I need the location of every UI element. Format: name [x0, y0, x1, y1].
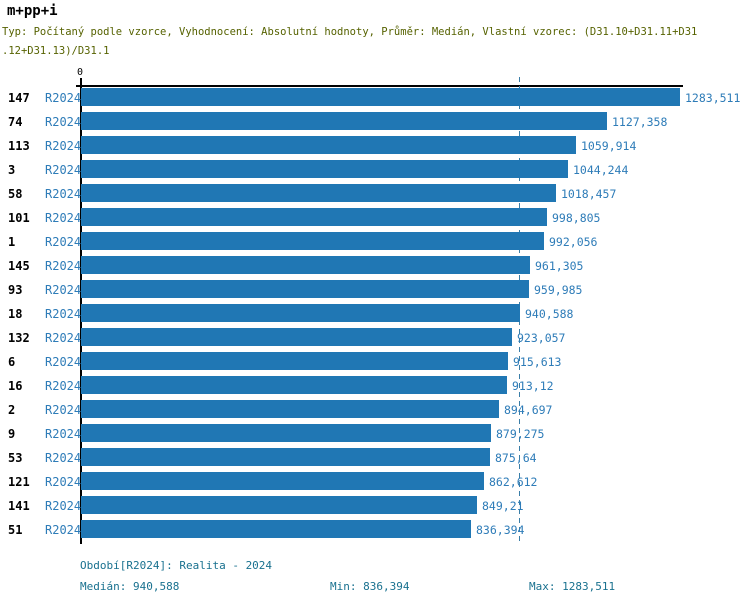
row-period-label: R2024	[45, 355, 82, 369]
row-id-label: 9	[8, 427, 16, 441]
bar	[81, 232, 544, 250]
bar	[81, 328, 512, 346]
axis-zero-tick-label: 0	[76, 67, 84, 78]
row-period-label: R2024	[45, 91, 82, 105]
row-id-label: 132	[8, 331, 30, 345]
x-axis-line	[76, 85, 683, 87]
row-id-label: 74	[8, 115, 23, 129]
bar-value-label: 923,057	[517, 331, 566, 345]
row-id-label: 2	[8, 403, 16, 417]
bar-value-label: 862,612	[489, 475, 538, 489]
row-id-label: 53	[8, 451, 23, 465]
row-id-label: 58	[8, 187, 23, 201]
row-period-label: R2024	[45, 307, 82, 321]
bar	[81, 136, 576, 154]
row-period-label: R2024	[45, 427, 82, 441]
bar-value-label: 849,21	[482, 499, 524, 513]
bar-value-label: 992,056	[549, 235, 598, 249]
row-id-label: 51	[8, 523, 23, 537]
row-period-label: R2024	[45, 379, 82, 393]
bar-value-label: 1283,511	[685, 91, 741, 105]
bar-value-label: 1127,358	[612, 115, 668, 129]
bar-value-label: 879,275	[496, 427, 545, 441]
row-period-label: R2024	[45, 499, 82, 513]
bar	[81, 256, 530, 274]
bar	[81, 352, 508, 370]
row-id-label: 18	[8, 307, 23, 321]
row-id-label: 101	[8, 211, 30, 225]
row-id-label: 141	[8, 499, 30, 513]
chart-subtitle-line-2: .12+D31.13)/D31.1	[2, 45, 110, 57]
bar	[81, 496, 477, 514]
row-period-label: R2024	[45, 259, 82, 273]
bar-value-label: 998,805	[552, 211, 601, 225]
bar-value-label: 961,305	[535, 259, 584, 273]
bar	[81, 448, 490, 466]
row-period-label: R2024	[45, 235, 82, 249]
row-period-label: R2024	[45, 523, 82, 537]
bar	[81, 424, 491, 442]
footer-period-label: Období[R2024]: Realita - 2024	[80, 559, 273, 572]
row-id-label: 113	[8, 139, 30, 153]
bar-value-label: 1059,914	[581, 139, 637, 153]
bar	[81, 208, 547, 226]
row-id-label: 121	[8, 475, 30, 489]
footer-min-label: Min: 836,394	[330, 580, 410, 593]
bar-value-label: 1044,244	[573, 163, 629, 177]
row-id-label: 6	[8, 355, 16, 369]
bar	[81, 400, 499, 418]
bar-value-label: 1018,457	[561, 187, 617, 201]
bar	[81, 472, 484, 490]
bar-value-label: 940,588	[525, 307, 574, 321]
row-period-label: R2024	[45, 403, 82, 417]
row-period-label: R2024	[45, 139, 82, 153]
bar	[81, 112, 607, 130]
row-id-label: 145	[8, 259, 30, 273]
row-period-label: R2024	[45, 475, 82, 489]
bar-value-label: 836,394	[476, 523, 525, 537]
bar	[81, 88, 680, 106]
page-title: m+pp+i	[7, 3, 58, 19]
bar-value-label: 959,985	[534, 283, 583, 297]
row-period-label: R2024	[45, 211, 82, 225]
row-id-label: 1	[8, 235, 16, 249]
bar	[81, 280, 529, 298]
row-id-label: 93	[8, 283, 23, 297]
row-id-label: 147	[8, 91, 30, 105]
bar	[81, 376, 507, 394]
bar	[81, 184, 556, 202]
footer-median-label: Medián: 940,588	[80, 580, 180, 593]
row-period-label: R2024	[45, 331, 82, 345]
bar-value-label: 915,613	[513, 355, 562, 369]
row-period-label: R2024	[45, 283, 82, 297]
bar-value-label: 913,12	[512, 379, 554, 393]
bar	[81, 304, 520, 322]
row-id-label: 3	[8, 163, 16, 177]
row-period-label: R2024	[45, 187, 82, 201]
row-period-label: R2024	[45, 115, 82, 129]
chart-subtitle-line-1: Typ: Počítaný podle vzorce, Vyhodnocení:…	[2, 26, 698, 38]
row-id-label: 16	[8, 379, 23, 393]
bar	[81, 520, 471, 538]
row-period-label: R2024	[45, 163, 82, 177]
bar-value-label: 875,64	[495, 451, 537, 465]
bar-value-label: 894,697	[504, 403, 553, 417]
bar	[81, 160, 568, 178]
row-period-label: R2024	[45, 451, 82, 465]
footer-max-label: Max: 1283,511	[529, 580, 616, 593]
